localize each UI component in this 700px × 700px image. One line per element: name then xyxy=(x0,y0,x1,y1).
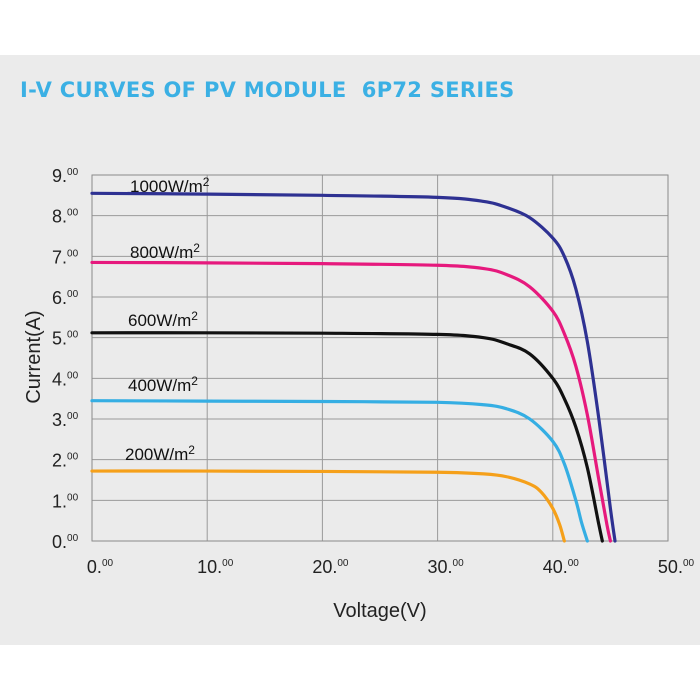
y-tick-label: 8.00 xyxy=(52,207,79,227)
chart-title: I-V CURVES OF PV MODULE 6P72 SERIES xyxy=(20,78,515,102)
y-tick-label: 2.00 xyxy=(52,451,79,471)
series-line-600wm2 xyxy=(90,331,604,543)
x-axis-label: Voltage(V) xyxy=(333,600,426,622)
series-line-1000wm2 xyxy=(90,191,617,543)
y-tick-label: 4.00 xyxy=(52,369,79,389)
y-tick-label: 9.00 xyxy=(52,166,79,186)
x-tick-label: 50.00 xyxy=(658,557,695,577)
x-tick-label: 10.00 xyxy=(197,557,234,577)
series-label-200wm2: 200W/m2 xyxy=(125,443,195,464)
series-labels: 1000W/m2 800W/m2 600W/m2 400W/m2 200W/m2 xyxy=(125,175,210,464)
x-axis-ticks: 0.00 10.00 20.00 30.00 40.00 50.00 xyxy=(87,557,695,577)
curves xyxy=(90,191,617,543)
y-tick-label: 7.00 xyxy=(52,247,79,267)
series-line-400wm2 xyxy=(90,399,589,543)
y-tick-label: 1.00 xyxy=(52,491,79,511)
y-tick-label: 6.00 xyxy=(52,288,79,308)
plot-frame xyxy=(91,174,669,542)
x-tick-label: 40.00 xyxy=(543,557,580,577)
x-tick-label: 0.00 xyxy=(87,557,114,577)
series-line-800wm2 xyxy=(90,260,612,543)
y-axis-ticks: 0.00 1.00 2.00 3.00 4.00 5.00 6.00 7.00 8.00 9.00 xyxy=(52,166,79,552)
series-label-1000wm2: 1000W/m2 xyxy=(130,175,210,196)
chart-panel xyxy=(0,55,700,645)
series-line-200wm2 xyxy=(90,469,566,543)
y-tick-label: 5.00 xyxy=(52,329,79,349)
x-tick-label: 20.00 xyxy=(312,557,349,577)
y-tick-label: 3.00 xyxy=(52,410,79,430)
y-tick-label: 0.00 xyxy=(52,532,79,552)
series-label-600wm2: 600W/m2 xyxy=(128,309,198,330)
y-axis-label: Current(A) xyxy=(23,310,45,403)
series-label-400wm2: 400W/m2 xyxy=(128,374,198,395)
x-tick-label: 30.00 xyxy=(428,557,465,577)
series-label-800wm2: 800W/m2 xyxy=(130,241,200,262)
grid xyxy=(91,174,669,542)
